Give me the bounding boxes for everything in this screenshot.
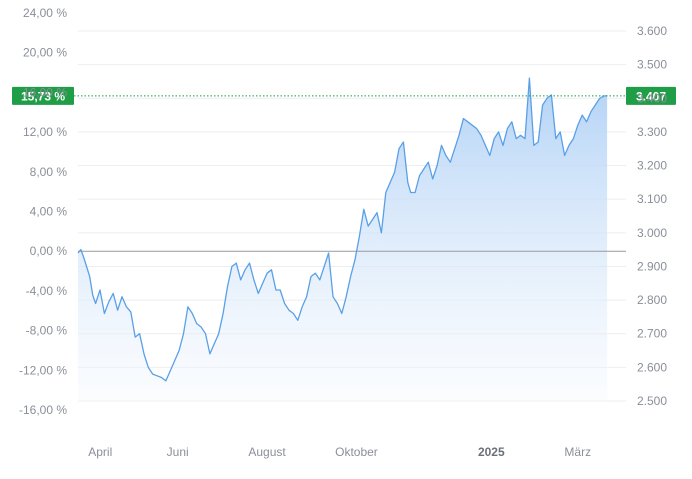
area-fill (78, 78, 608, 401)
right-axis: 3.600 3.500 3.400 3.300 3.200 3.100 3.000 2.900… (637, 24, 667, 408)
left-tick-label: 16,00 % (23, 85, 67, 99)
x-tick-label: Juni (167, 445, 189, 459)
current-price-badge (626, 86, 676, 105)
series-line (77, 77, 608, 382)
x-tick-label: März (564, 445, 591, 459)
right-tick-label: 2.600 (637, 360, 667, 374)
current-value-layer: 15,73 % 3.407 (12, 86, 676, 105)
left-tick-label: 12,00 % (23, 125, 67, 139)
x-tick-label: August (248, 445, 286, 459)
left-tick-label: -16,00 % (19, 403, 67, 417)
line-layer (77, 77, 608, 382)
current-percent-badge (12, 86, 74, 105)
x-tick-label: April (88, 445, 112, 459)
left-tick-label: 24,00 % (23, 6, 67, 20)
right-tick-label: 3.500 (637, 58, 667, 72)
right-tick-label: 2.800 (637, 293, 667, 307)
left-tick-label: 20,00 % (23, 46, 67, 60)
x-tick-label: Oktober (335, 445, 378, 459)
right-tick-label: 2.700 (637, 327, 667, 341)
left-axis: 24,00 % 20,00 % 16,00 % 12,00 % 8,00 % 4,00 %… (19, 6, 67, 417)
right-tick-label: 3.400 (637, 91, 667, 105)
left-tick-label: -8,00 % (26, 324, 68, 338)
right-tick-label: 2.500 (637, 394, 667, 408)
x-tick-label: 2025 (478, 445, 505, 459)
current-percent-label: 15,73 % (21, 89, 65, 103)
left-tick-label: 8,00 % (30, 165, 68, 179)
left-tick-label: 0,00 % (30, 244, 68, 258)
current-price-label: 3.407 (636, 89, 666, 103)
area-layer (78, 78, 608, 401)
left-tick-label: -4,00 % (26, 284, 68, 298)
right-tick-label: 3.600 (637, 24, 667, 38)
left-tick-label: -12,00 % (19, 363, 67, 377)
right-tick-label: 3.000 (637, 226, 667, 240)
right-tick-label: 3.100 (637, 192, 667, 206)
right-tick-label: 3.200 (637, 159, 667, 173)
x-axis: April Juni August Oktober 2025 März (88, 445, 591, 459)
left-tick-label: 4,00 % (30, 205, 68, 219)
right-tick-label: 3.300 (637, 125, 667, 139)
right-tick-label: 2.900 (637, 259, 667, 273)
